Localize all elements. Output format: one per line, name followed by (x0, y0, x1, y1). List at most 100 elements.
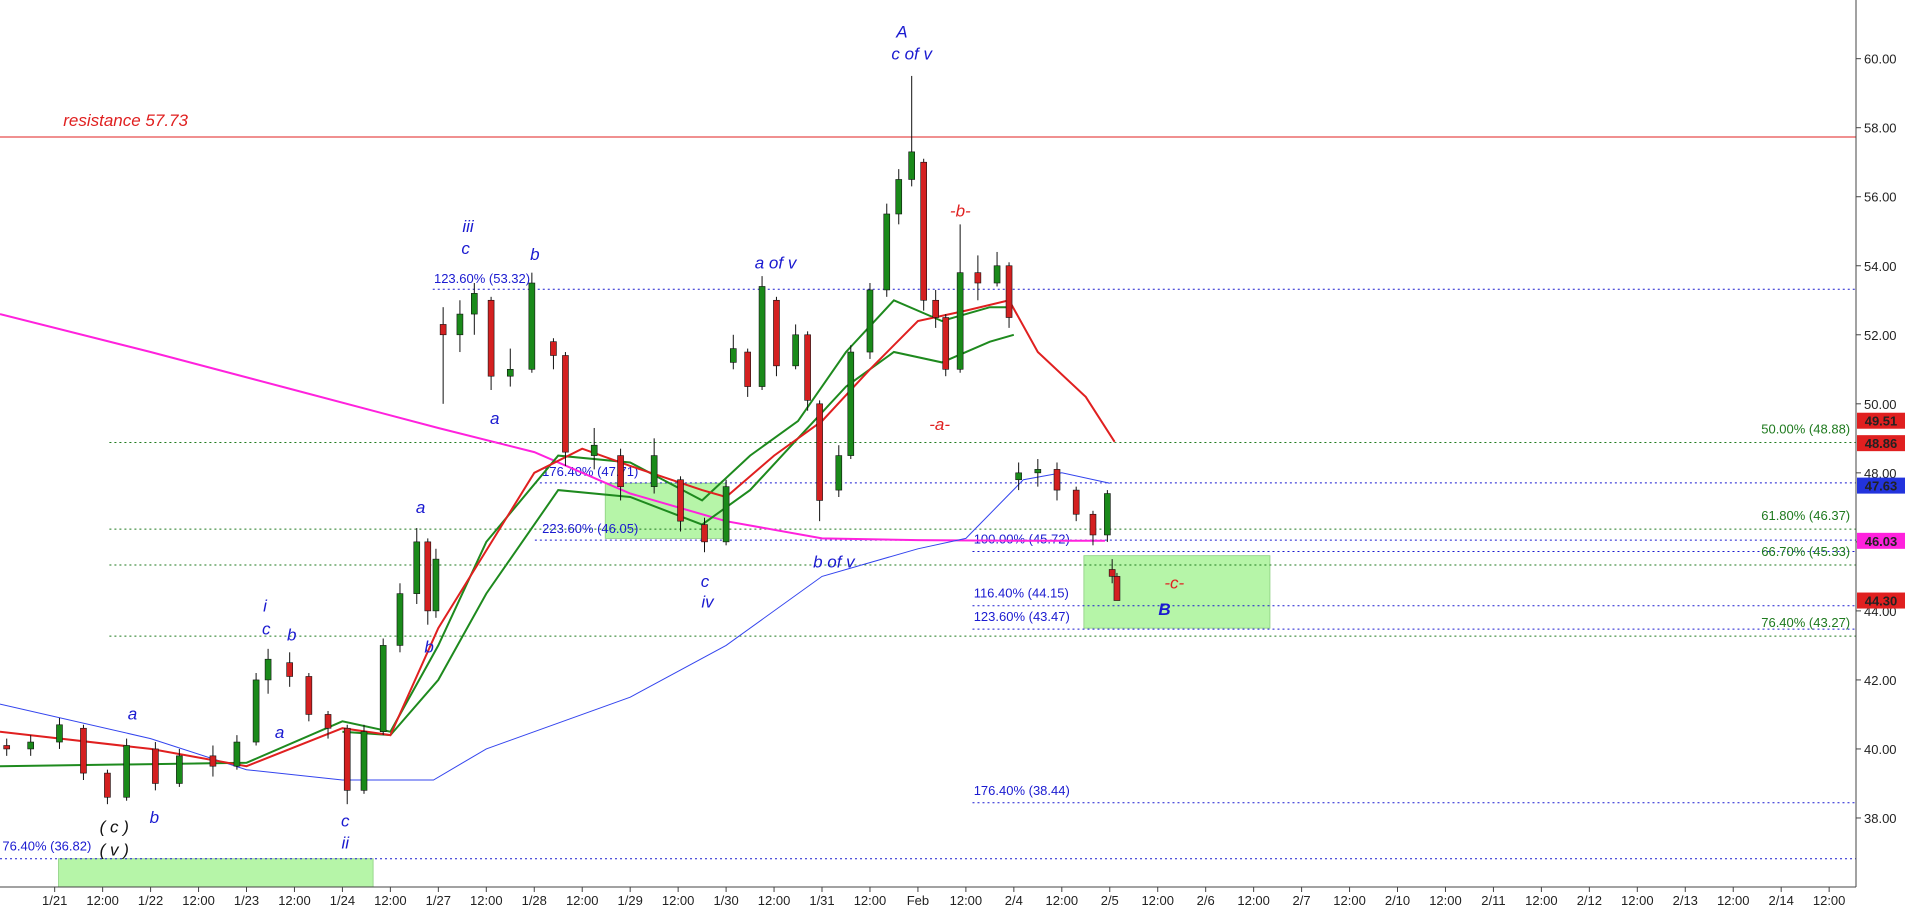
wave-label: c (341, 812, 350, 831)
candle-body (1034, 469, 1042, 474)
level-label: 223.60% (46.05) (542, 521, 638, 536)
x-tick-label: 1/28 (522, 893, 547, 908)
x-tick-label: 2/5 (1101, 893, 1119, 908)
candle-body (432, 558, 440, 612)
candle-body (1015, 472, 1022, 481)
candle-body (758, 286, 766, 387)
level-label: resistance 57.73 (63, 111, 188, 130)
candle-body (956, 272, 964, 370)
wave-label: ii (341, 833, 350, 852)
x-tick-label: 12:00 (86, 893, 119, 908)
level-label: 61.80% (46.37) (1761, 508, 1850, 523)
candle-body (722, 486, 730, 543)
candle-body (908, 151, 915, 180)
wave-label: a (416, 498, 425, 517)
moving-average (0, 299, 1010, 768)
x-tick-label: 12:00 (1237, 893, 1270, 908)
price-tag-label: 44.30 (1865, 594, 1898, 609)
x-tick-label: 12:00 (1717, 893, 1750, 908)
candle-body (1072, 489, 1080, 515)
candle-body (729, 348, 737, 363)
candle-body (883, 213, 891, 291)
wave-label: -c- (1164, 573, 1184, 592)
candle-body (590, 444, 598, 456)
wave-label: b of v (813, 553, 856, 572)
candle-body (677, 479, 684, 522)
x-tick-label: 12:00 (1813, 893, 1846, 908)
level-label: 123.60% (43.47) (974, 609, 1070, 624)
candle-body (920, 161, 927, 301)
x-tick-label: 12:00 (1429, 893, 1462, 908)
x-tick-label: 1/31 (809, 893, 834, 908)
moving-average (0, 472, 1110, 781)
price-tag-label: 46.03 (1865, 534, 1898, 549)
price-tag (1857, 592, 1905, 609)
x-tick-label: 12:00 (854, 893, 887, 908)
wave-label: c (262, 619, 271, 638)
wave-label: -a- (929, 415, 950, 434)
x-tick-label: 12:00 (374, 893, 407, 908)
x-tick-label: 12:00 (1621, 893, 1654, 908)
x-tick-label: 12:00 (566, 893, 599, 908)
candle-body (456, 313, 464, 336)
candle-body (895, 179, 903, 215)
candle-body (27, 741, 34, 750)
level-label: 66.70% (45.33) (1761, 544, 1850, 559)
candle-body (1113, 576, 1121, 601)
y-tick-label: 52.00 (1864, 328, 1897, 343)
candle-body (835, 455, 843, 491)
candle-body (1053, 469, 1061, 491)
candle-body (974, 272, 982, 284)
x-tick-label: 12:00 (758, 893, 791, 908)
y-tick-label: 40.00 (1864, 742, 1897, 757)
candle-body (471, 293, 478, 315)
price-tag (1857, 412, 1905, 429)
candle-body (379, 645, 387, 732)
y-tick-label: 42.00 (1864, 673, 1897, 688)
candle-body (487, 299, 495, 377)
candle-body (847, 351, 855, 456)
candle-body (506, 368, 514, 377)
x-tick-label: 12:00 (950, 893, 983, 908)
candle-body (1104, 493, 1111, 536)
candle-body (439, 324, 447, 336)
candle-body (413, 541, 421, 594)
price-tag-label: 47.63 (1865, 479, 1898, 494)
candle-body (3, 745, 11, 750)
x-tick-label: 12:00 (1525, 893, 1558, 908)
wave-label: iv (701, 593, 715, 612)
x-tick-label: 12:00 (1141, 893, 1174, 908)
y-tick-label: 48.00 (1864, 466, 1897, 481)
level-label: 50.00% (48.88) (1761, 421, 1850, 436)
candle-body (233, 741, 241, 767)
x-tick-label: 1/24 (330, 893, 355, 908)
candle-body (804, 334, 811, 401)
x-tick-label: 2/4 (1005, 893, 1023, 908)
x-tick-label: 2/7 (1293, 893, 1311, 908)
wave-label: b (424, 638, 433, 657)
candle-body (123, 745, 130, 798)
level-label: 76.40% (43.27) (1761, 615, 1850, 630)
candle-body (562, 355, 569, 453)
wave-label: a (490, 409, 499, 428)
x-tick-label: 2/10 (1385, 893, 1410, 908)
wave-label: b (287, 626, 296, 645)
wave-label: b (150, 808, 159, 827)
x-tick-label: 2/14 (1769, 893, 1794, 908)
wave-label: A (895, 23, 907, 42)
wave-label: iii (462, 217, 475, 236)
levels: resistance 57.73 123.60% (53.32) 50.00% (4… (0, 111, 1856, 860)
candle-body (396, 593, 404, 646)
wave-label: i (263, 596, 268, 615)
level-label: 100.00% (45.72) (974, 532, 1070, 547)
candle-body (816, 403, 823, 501)
x-tick-label: 1/29 (618, 893, 643, 908)
x-tick-label: Feb (907, 893, 929, 908)
candle-body (209, 755, 217, 767)
candle-body (264, 658, 272, 681)
level-label: 176.40% (38.44) (974, 783, 1070, 798)
wave-label: B (1158, 600, 1170, 619)
candle-body (80, 727, 87, 774)
